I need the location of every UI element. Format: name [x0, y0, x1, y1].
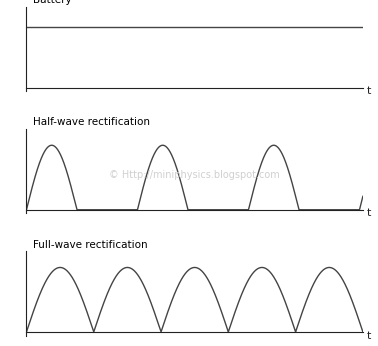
- Text: Half-wave rectification: Half-wave rectification: [33, 117, 150, 127]
- Text: t: t: [366, 208, 370, 218]
- Text: t: t: [366, 86, 370, 96]
- Text: © Http://miniphysics.blogspot.com: © Http://miniphysics.blogspot.com: [109, 171, 280, 181]
- Text: Full-wave rectification: Full-wave rectification: [33, 240, 148, 250]
- Text: t: t: [366, 331, 370, 340]
- Text: Battery: Battery: [33, 0, 72, 5]
